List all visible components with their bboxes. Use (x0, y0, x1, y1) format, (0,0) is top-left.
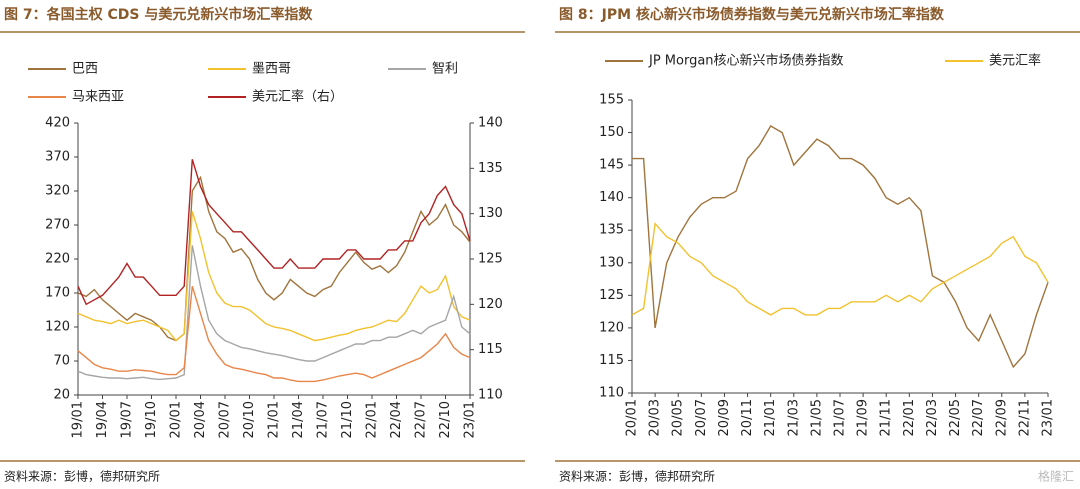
x-tick-label: 21/07 (316, 401, 331, 438)
y-tick-label: 170 (45, 286, 70, 301)
series-line (631, 222, 1049, 316)
x-tick-label: 19/07 (120, 401, 135, 438)
x-tick-label: 19/01 (71, 401, 86, 438)
x-tick-label: 21/03 (786, 399, 801, 436)
watermark: 格隆汇 (1038, 469, 1074, 484)
y-tick-label: 155 (599, 93, 624, 108)
x-tick-label: 22/07 (414, 401, 429, 438)
y-tick-label: 370 (45, 150, 70, 165)
legend-label: 墨西哥 (252, 62, 291, 77)
source-note: 资料来源：彭博，德邦研究所 (559, 469, 715, 484)
x-tick-label: 20/01 (625, 399, 640, 436)
y-tick-label: 120 (599, 320, 624, 335)
x-tick-label: 22/04 (389, 401, 404, 438)
x-tick-label: 21/01 (267, 401, 282, 438)
x-tick-label: 21/10 (340, 401, 355, 438)
y-tick-label: 115 (599, 353, 624, 368)
y2-tick-label: 115 (478, 342, 503, 357)
x-tick-label: 20/09 (717, 399, 732, 436)
y2-tick-label: 110 (478, 388, 503, 403)
x-tick-label: 19/04 (95, 401, 110, 438)
x-tick-label: 23/01 (463, 401, 478, 438)
series-line (77, 285, 471, 383)
legend-label: 马来西亚 (72, 90, 124, 105)
y2-tick-label: 130 (478, 206, 503, 221)
x-tick-label: 20/04 (193, 401, 208, 438)
y2-tick-label: 140 (478, 116, 503, 131)
legend-label: JP Morgan核心新兴市场债券指数 (648, 53, 844, 69)
source-note: 资料来源：彭博，德邦研究所 (4, 469, 160, 484)
x-tick-label: 20/03 (648, 399, 663, 436)
x-tick-label: 22/01 (902, 399, 917, 436)
x-tick-label: 20/05 (671, 399, 686, 436)
x-tick-label: 22/10 (438, 401, 453, 438)
y-tick-label: 120 (45, 320, 70, 335)
x-tick-label: 19/10 (144, 401, 159, 438)
y-tick-label: 420 (45, 116, 70, 131)
y-tick-label: 150 (599, 125, 624, 140)
x-tick-label: 20/11 (740, 399, 755, 436)
chart-title: 图 8：JPM 核心新兴市场债券指数与美元兑新兴市场汇率指数 (559, 6, 945, 23)
x-tick-label: 22/05 (948, 399, 963, 436)
y-tick-label: 270 (45, 218, 70, 233)
x-tick-label: 20/10 (242, 401, 257, 438)
legend-label: 美元汇率 (989, 53, 1041, 69)
x-tick-label: 22/03 (925, 399, 940, 436)
x-tick-label: 21/11 (879, 399, 894, 436)
x-tick-label: 20/01 (169, 401, 184, 438)
y-tick-label: 140 (599, 190, 624, 205)
series-line (77, 211, 471, 342)
series-line (77, 175, 471, 342)
x-tick-label: 21/04 (291, 401, 306, 438)
y-tick-label: 20 (53, 388, 70, 403)
y-tick-label: 70 (53, 354, 70, 369)
series-line (632, 125, 1049, 369)
y-tick-label: 220 (45, 252, 70, 267)
x-tick-label: 22/01 (365, 401, 380, 438)
y-tick-label: 125 (599, 288, 624, 303)
series-line (77, 159, 471, 306)
legend-label: 美元汇率（右） (252, 89, 343, 105)
x-tick-label: 21/09 (856, 399, 871, 436)
x-tick-label: 20/07 (218, 401, 233, 438)
y2-tick-label: 125 (478, 252, 503, 267)
x-tick-label: 21/01 (763, 399, 778, 436)
x-tick-label: 21/07 (833, 399, 848, 436)
x-tick-label: 22/07 (971, 399, 986, 436)
legend-label: 智利 (432, 62, 458, 77)
x-tick-label: 21/05 (809, 399, 824, 436)
x-tick-label: 20/07 (694, 399, 709, 436)
x-tick-label: 22/11 (1017, 399, 1032, 436)
x-tick-label: 23/01 (1041, 399, 1056, 436)
y2-tick-label: 120 (478, 297, 503, 312)
chart-title: 图 7：各国主权 CDS 与美元兑新兴市场汇率指数 (4, 6, 313, 23)
legend-label: 巴西 (72, 62, 98, 77)
series-line (77, 245, 471, 381)
y2-tick-label: 135 (478, 161, 503, 176)
y-tick-label: 145 (599, 158, 624, 173)
y-tick-label: 130 (599, 255, 624, 270)
x-tick-label: 22/09 (994, 399, 1009, 436)
y-tick-label: 320 (45, 184, 70, 199)
y-tick-label: 135 (599, 223, 624, 238)
y-tick-label: 110 (599, 386, 624, 401)
